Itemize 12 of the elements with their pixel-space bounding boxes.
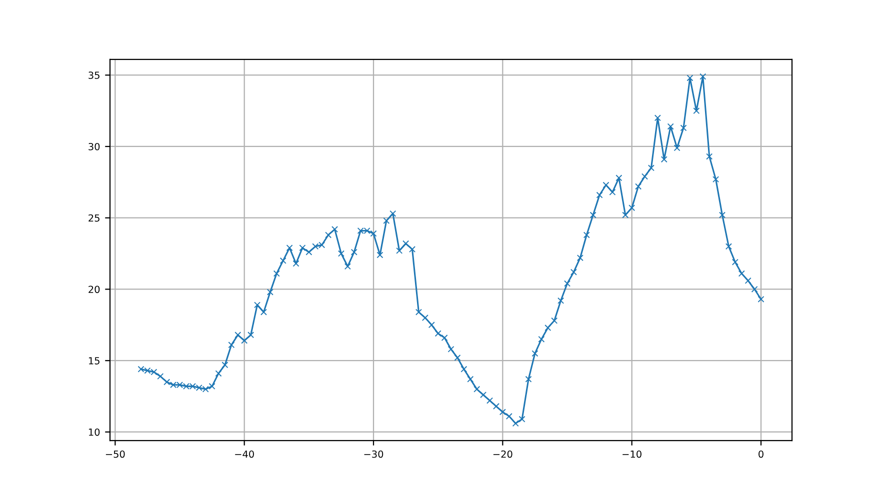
x-tick-label: −10 xyxy=(622,450,642,458)
y-tick-label: 35 xyxy=(88,72,100,79)
y-tick-label: 10 xyxy=(88,428,100,436)
x-tick-label: 0 xyxy=(758,450,764,458)
x-tick-label: −20 xyxy=(493,450,512,458)
x-tick-label: −50 xyxy=(106,450,125,458)
x-tick-label: −40 xyxy=(235,450,254,458)
x-tick-label: −30 xyxy=(364,450,384,458)
y-tick-label: 30 xyxy=(88,142,100,150)
y-tick-label: 25 xyxy=(88,214,100,222)
y-tick-label: 15 xyxy=(88,357,100,364)
y-tick-label: 20 xyxy=(88,286,100,294)
